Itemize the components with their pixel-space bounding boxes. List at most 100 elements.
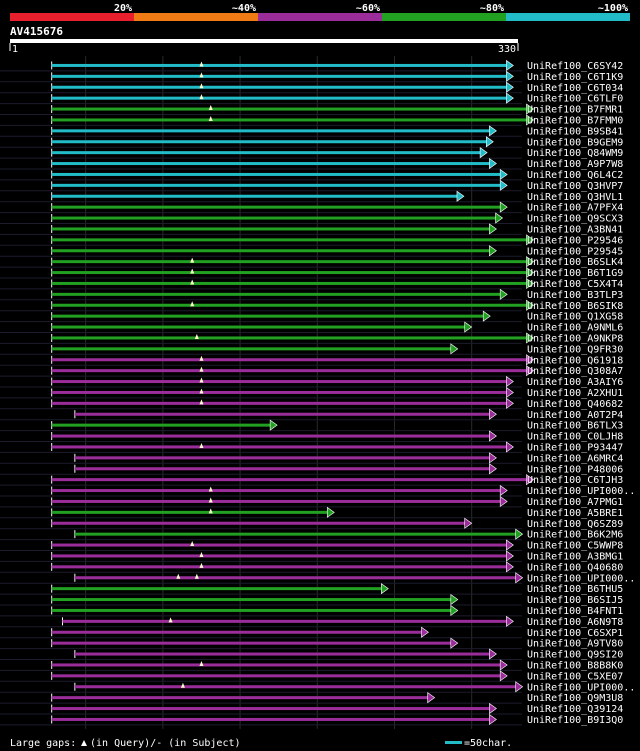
hit-row[interactable]: UniRef100_Q39124 — [0, 702, 623, 716]
hit-row[interactable]: UniRef100_C5WWP8 — [0, 539, 623, 552]
hit-label[interactable]: UniRef100_UPI000.. — [527, 486, 635, 497]
hit-row[interactable]: UniRef100_Q1XG58 — [0, 310, 623, 323]
hit-label[interactable]: UniRef100_C6T1K9 — [527, 72, 623, 83]
hit-label[interactable]: UniRef100_A3BN41 — [527, 224, 623, 235]
hit-label[interactable]: UniRef100_Q3HVL1 — [527, 192, 623, 203]
hit-label[interactable]: UniRef100_P93447 — [527, 442, 623, 453]
hit-row[interactable]: UniRef100_P29545 — [0, 245, 623, 258]
hit-row[interactable]: UniRef100_Q6SZ89 — [0, 517, 623, 530]
hit-label[interactable]: UniRef100_Q308A7 — [527, 366, 623, 377]
hit-row[interactable]: UniRef100_B6T1G9 — [0, 266, 623, 280]
hit-row[interactable]: UniRef100_B7FMR1 — [0, 103, 623, 116]
hit-row[interactable]: UniRef100_Q308A7 — [0, 365, 623, 378]
hit-row[interactable]: UniRef100_Q9M3U8 — [0, 692, 623, 705]
hit-row[interactable]: UniRef100_B7FMM0 — [0, 114, 623, 127]
hit-label[interactable]: UniRef100_B6SLK4 — [527, 257, 623, 268]
hit-row[interactable]: UniRef100_B6THU5 — [0, 583, 623, 596]
hit-row[interactable]: UniRef100_P48006 — [0, 463, 623, 476]
hit-row[interactable]: UniRef100_A6MRC4 — [0, 452, 623, 465]
hit-row[interactable]: UniRef100_UPI000.. — [0, 572, 635, 585]
hit-label[interactable]: UniRef100_B7FMM0 — [527, 115, 623, 126]
hit-label[interactable]: UniRef100_C6TJH3 — [527, 475, 623, 486]
hit-row[interactable]: UniRef100_Q40682 — [0, 397, 623, 410]
hit-row[interactable]: UniRef100_A2XHU1 — [0, 386, 623, 399]
hit-row[interactable]: UniRef100_P29546 — [0, 234, 623, 247]
hit-label[interactable]: UniRef100_C6TLF0 — [527, 94, 623, 105]
hit-row[interactable]: UniRef100_Q40680 — [0, 561, 623, 574]
hit-label[interactable]: UniRef100_A7PMG1 — [527, 497, 623, 508]
hit-label[interactable]: UniRef100_A5BRE1 — [527, 508, 623, 519]
hit-label[interactable]: UniRef100_Q39124 — [527, 704, 623, 715]
hit-label[interactable]: UniRef100_A2XHU1 — [527, 388, 623, 399]
hit-row[interactable]: UniRef100_A9NML6 — [0, 321, 623, 334]
hit-row[interactable]: UniRef100_C0LJH8 — [0, 430, 623, 443]
hit-label[interactable]: UniRef100_B4FNT1 — [527, 606, 623, 617]
hit-label[interactable]: UniRef100_A6N9T8 — [527, 617, 623, 628]
hit-row[interactable]: UniRef100_B6SIK8 — [0, 299, 623, 312]
hit-label[interactable]: UniRef100_P48006 — [527, 464, 623, 475]
hit-label[interactable]: UniRef100_Q9SCX3 — [527, 214, 623, 225]
hit-label[interactable]: UniRef100_B8B8K0 — [527, 660, 623, 671]
hit-label[interactable]: UniRef100_Q84WM9 — [527, 148, 623, 159]
hit-row[interactable]: UniRef100_B9SB41 — [0, 125, 623, 138]
hit-row[interactable]: UniRef100_A6N9T8 — [0, 615, 623, 628]
hit-row[interactable]: UniRef100_B9GEM9 — [0, 136, 623, 149]
hit-label[interactable]: UniRef100_C5X4T4 — [527, 279, 623, 290]
hit-label[interactable]: UniRef100_B6SIK8 — [527, 301, 623, 312]
hit-row[interactable]: UniRef100_C6T034 — [0, 81, 623, 94]
hit-label[interactable]: UniRef100_A9TV80 — [527, 639, 623, 650]
hit-label[interactable]: UniRef100_B6T1G9 — [527, 268, 623, 279]
hit-row[interactable]: UniRef100_A9TV80 — [0, 637, 623, 650]
hit-row[interactable]: UniRef100_B3TLP3 — [0, 288, 623, 301]
hit-label[interactable]: UniRef100_Q6SZ89 — [527, 519, 623, 530]
hit-label[interactable]: UniRef100_Q9FR30 — [527, 344, 623, 355]
hit-label[interactable]: UniRef100_Q1XG58 — [527, 312, 623, 323]
hit-label[interactable]: UniRef100_C5WWP8 — [527, 541, 623, 552]
hit-row[interactable]: UniRef100_B6TLX3 — [0, 419, 623, 432]
hit-row[interactable]: UniRef100_P93447 — [0, 441, 623, 454]
hit-row[interactable]: UniRef100_Q3HVL1 — [0, 190, 623, 203]
hit-label[interactable]: UniRef100_B7FMR1 — [527, 105, 623, 116]
hit-row[interactable]: UniRef100_Q9FR30 — [0, 343, 623, 356]
hit-row[interactable]: UniRef100_Q6L4C2 — [0, 168, 623, 181]
hit-row[interactable]: UniRef100_Q9SI20 — [0, 648, 623, 661]
hit-label[interactable]: UniRef100_B9GEM9 — [527, 137, 623, 148]
hit-label[interactable]: UniRef100_A9NML6 — [527, 323, 623, 334]
hit-label[interactable]: UniRef100_A3BMG1 — [527, 551, 623, 562]
hit-label[interactable]: UniRef100_C5XE07 — [527, 671, 623, 682]
hit-label[interactable]: UniRef100_C6SXP1 — [527, 628, 623, 639]
hit-label[interactable]: UniRef100_P29545 — [527, 246, 623, 257]
hit-label[interactable]: UniRef100_Q9SI20 — [527, 650, 623, 661]
hit-row[interactable]: UniRef100_C5XE07 — [0, 670, 623, 683]
hit-label[interactable]: UniRef100_P29546 — [527, 235, 623, 246]
hit-label[interactable]: UniRef100_Q40680 — [527, 562, 623, 573]
hit-row[interactable]: UniRef100_Q61918 — [0, 354, 623, 367]
hit-label[interactable]: UniRef100_B9SB41 — [527, 126, 623, 137]
hit-label[interactable]: UniRef100_B9I3Q0 — [527, 715, 623, 726]
hit-row[interactable]: UniRef100_A5BRE1 — [0, 506, 623, 519]
hit-label[interactable]: UniRef100_Q40682 — [527, 399, 623, 410]
hit-row[interactable]: UniRef100_C6T1K9 — [0, 70, 623, 83]
hit-row[interactable]: UniRef100_Q3HVP7 — [0, 179, 623, 192]
hit-label[interactable]: UniRef100_Q6L4C2 — [527, 170, 623, 181]
hit-row[interactable]: UniRef100_C6TLF0 — [0, 92, 623, 105]
hit-row[interactable]: UniRef100_C6TJH3 — [0, 474, 623, 487]
hit-row[interactable]: UniRef100_C5X4T4 — [0, 277, 623, 290]
hit-row[interactable]: UniRef100_Q9SCX3 — [0, 212, 623, 225]
hit-label[interactable]: UniRef100_A6MRC4 — [527, 453, 623, 464]
hit-row[interactable]: UniRef100_A3BMG1 — [0, 550, 623, 563]
hit-row[interactable]: UniRef100_A9P7W8 — [0, 157, 623, 171]
hit-row[interactable]: UniRef100_B6SLK4 — [0, 256, 623, 269]
hit-label[interactable]: UniRef100_B6SIJ5 — [527, 595, 623, 606]
hit-row[interactable]: UniRef100_A7PMG1 — [0, 495, 623, 508]
hit-row[interactable]: UniRef100_B9I3Q0 — [0, 713, 623, 726]
hit-label[interactable]: UniRef100_A9P7W8 — [527, 159, 623, 170]
hit-label[interactable]: UniRef100_Q3HVP7 — [527, 181, 623, 192]
hit-row[interactable]: UniRef100_UPI000.. — [0, 681, 635, 694]
hit-label[interactable]: UniRef100_B6K2M6 — [527, 530, 623, 541]
hit-label[interactable]: UniRef100_B6TLX3 — [527, 421, 623, 432]
hit-row[interactable]: UniRef100_B6K2M6 — [0, 528, 623, 541]
hit-label[interactable]: UniRef100_A0T2P4 — [527, 410, 623, 421]
hit-row[interactable]: UniRef100_A3BN41 — [0, 223, 623, 236]
hit-label[interactable]: UniRef100_B6THU5 — [527, 584, 623, 595]
